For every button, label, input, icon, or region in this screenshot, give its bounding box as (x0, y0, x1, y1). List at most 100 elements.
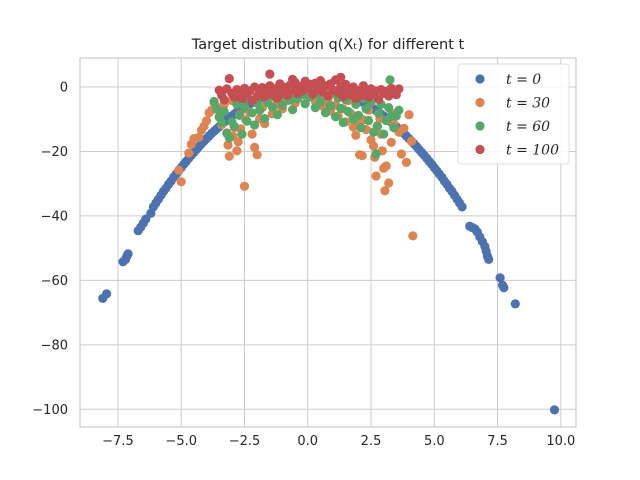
legend-marker (475, 121, 485, 131)
data-point (510, 299, 520, 309)
tick-labels: −7.5 −5.0 −2.5 0.0 2.5 5.0 7.5 10.0 0 −20 −40 −60 −8… (32, 81, 575, 449)
data-point (239, 102, 250, 112)
data-point (217, 117, 227, 128)
data-point (399, 123, 409, 133)
data-point (288, 105, 298, 115)
plot-frame (79, 57, 577, 428)
data-point (325, 101, 336, 111)
data-point (371, 171, 381, 181)
data-point (224, 133, 234, 143)
data-point (320, 108, 331, 118)
data-point (369, 141, 379, 151)
data-point (385, 75, 395, 85)
data-point (194, 132, 204, 142)
data-point (379, 129, 389, 139)
data-point (363, 115, 374, 126)
data-point (219, 95, 229, 105)
data-point (372, 121, 382, 131)
y-tick-label: −40 (41, 209, 68, 224)
data-point (255, 105, 265, 115)
data-point (102, 289, 112, 299)
data-points (98, 69, 560, 415)
data-point (457, 202, 467, 212)
data-point (381, 161, 391, 171)
data-point (267, 102, 277, 112)
legend-marker (475, 74, 485, 84)
data-point (201, 116, 212, 126)
data-point (394, 105, 404, 115)
data-point (386, 137, 396, 147)
data-point (499, 283, 509, 293)
x-tick-label: −5.0 (165, 434, 197, 449)
data-point (371, 149, 381, 159)
data-point (358, 81, 368, 91)
data-point (353, 110, 363, 120)
chart-title: Target distribution q(Xₜ) for different … (191, 37, 465, 53)
data-point (361, 104, 371, 114)
y-tick-label: −80 (41, 338, 68, 353)
legend-label: t = 30 (506, 96, 550, 112)
data-point (288, 74, 298, 84)
data-point (209, 96, 219, 107)
data-point (176, 177, 186, 187)
data-point (495, 273, 505, 283)
legend: t = 0 t = 30 t = 60 t = 100 (457, 63, 570, 165)
data-point (380, 186, 390, 196)
data-point (351, 130, 361, 140)
data-point (242, 116, 252, 126)
data-point (408, 231, 418, 241)
data-point (277, 100, 287, 110)
data-point (247, 108, 257, 118)
data-point (406, 136, 417, 146)
data-point (247, 129, 257, 139)
y-tick-label: −20 (41, 145, 68, 160)
data-point (184, 148, 194, 158)
data-point (212, 104, 222, 114)
data-point (272, 110, 282, 120)
data-point (401, 157, 411, 167)
data-point (338, 117, 348, 128)
data-point (123, 249, 133, 259)
legend-label: t = 0 (506, 72, 541, 88)
x-tick-label: −2.5 (229, 434, 261, 449)
data-point (484, 254, 494, 264)
legend-box (457, 63, 570, 165)
legend-label: t = 60 (506, 119, 550, 135)
y-tick-label: 0 (60, 81, 68, 96)
legend-marker (475, 97, 485, 108)
data-point (232, 146, 242, 156)
x-tick-label: 0.0 (297, 434, 318, 449)
data-point (549, 405, 560, 415)
data-point (223, 140, 233, 150)
data-point (343, 106, 353, 117)
data-point (265, 69, 275, 79)
data-point (357, 151, 367, 161)
data-point (229, 121, 239, 131)
data-point (331, 112, 341, 122)
data-point (250, 120, 260, 130)
legend-label: t = 100 (506, 143, 559, 159)
x-tick-label: 2.5 (361, 434, 382, 449)
data-point (174, 165, 184, 175)
data-point (315, 97, 325, 107)
data-point (384, 178, 394, 188)
data-point (233, 137, 243, 147)
data-point (341, 79, 351, 89)
data-point (374, 108, 384, 118)
data-point (404, 110, 414, 120)
data-point (356, 123, 366, 133)
data-point (239, 181, 250, 191)
y-tick-label: −60 (41, 274, 68, 289)
x-tick-label: 7.5 (487, 434, 508, 449)
x-tick-label: 10.0 (546, 434, 575, 449)
data-point (234, 110, 244, 120)
data-point (250, 142, 260, 152)
x-tick-label: 5.0 (424, 434, 445, 449)
legend-marker (475, 144, 485, 155)
data-point (224, 151, 234, 161)
data-point (389, 123, 399, 133)
data-point (224, 74, 234, 84)
data-point (237, 129, 247, 139)
data-point (336, 103, 346, 113)
